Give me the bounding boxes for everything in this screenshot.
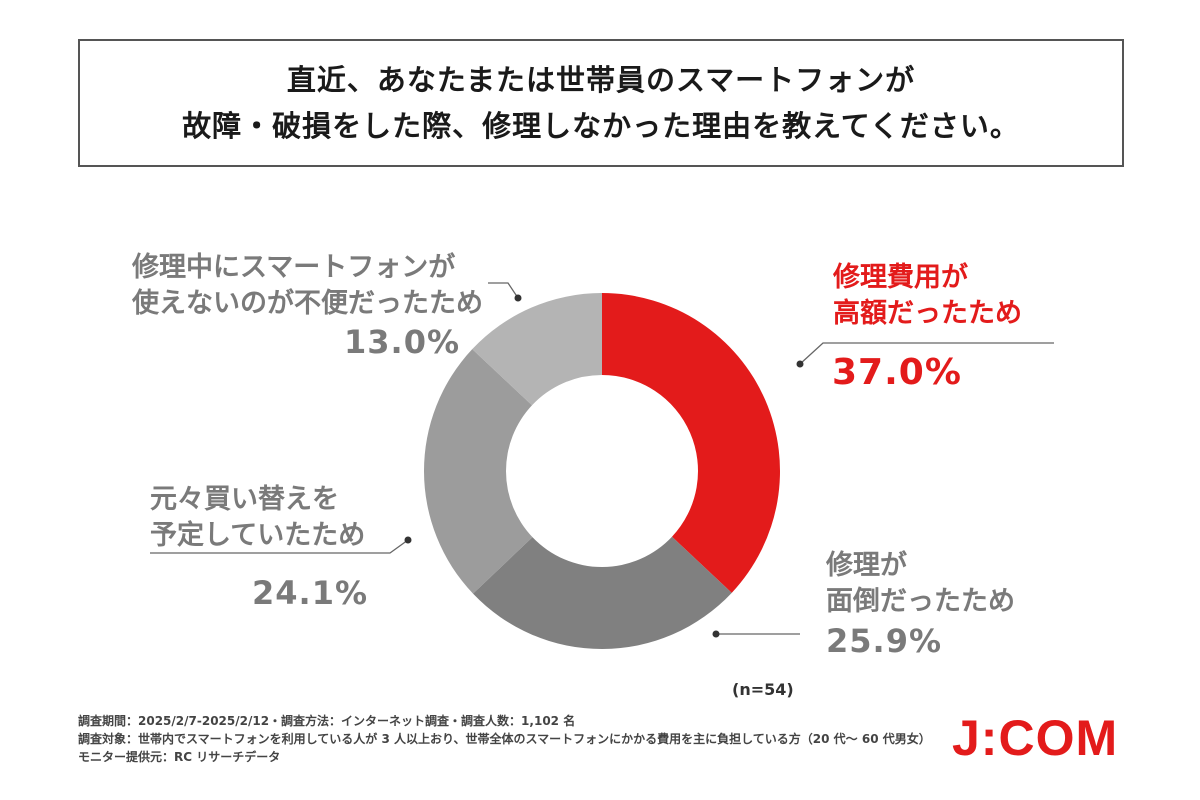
label-inconvenient-line2: 使えないのが不便だったため — [132, 288, 483, 319]
footer-line-2: 調査対象：世帯内でスマートフォンを利用している人が 3 人以上おり、世帯全体のス… — [78, 732, 931, 746]
title-line-2: 故障・破損をした際、修理しなかった理由を教えてください。 — [182, 109, 1020, 143]
leader-inconvenient — [488, 282, 519, 299]
sample-size: (n=54) — [732, 680, 794, 699]
survey-footer: 調査期間：2025/2/7-2025/2/12・調査方法：インターネット調査・調… — [78, 712, 931, 766]
label-troublesome-line2: 面倒だったため — [826, 586, 1015, 617]
footer-line-1: 調査期間：2025/2/7-2025/2/12・調査方法：インターネット調査・調… — [78, 714, 576, 728]
slice-inconvenient — [472, 293, 602, 406]
label-troublesome-line1: 修理が — [826, 550, 907, 581]
leader-lines — [150, 282, 1054, 638]
title-line-1: 直近、あなたまたは世帯員のスマートフォンが — [286, 63, 916, 97]
leader-expensive-dot — [796, 360, 804, 368]
label-expensive-line1: 修理費用が — [833, 262, 968, 293]
label-planned-replacement-line1: 元々買い替えを — [150, 484, 339, 515]
pct-inconvenient: 13.0% — [344, 323, 461, 361]
label-planned-replacement: 元々買い替えを 予定していたため — [150, 482, 365, 554]
label-inconvenient-line1: 修理中にスマートフォンが — [132, 252, 456, 283]
donut-slices — [424, 293, 780, 649]
slice-expensive — [602, 293, 780, 593]
jcom-logo: J:COM — [952, 710, 1119, 766]
label-expensive-line2: 高額だったため — [833, 298, 1022, 329]
slice-troublesome — [473, 536, 732, 649]
footer-line-3: モニター提供元：RC リサーチデータ — [78, 750, 281, 764]
label-planned-replacement-line2: 予定していたため — [150, 520, 366, 551]
pct-planned-replacement: 24.1% — [252, 574, 369, 612]
pct-troublesome: 25.9% — [826, 622, 943, 660]
leader-inconvenient-dot — [514, 294, 522, 302]
label-expensive: 修理費用が 高額だったため — [833, 260, 1022, 332]
label-inconvenient: 修理中にスマートフォンが 使えないのが不便だったため — [132, 250, 483, 322]
label-troublesome: 修理が 面倒だったため — [826, 548, 1015, 620]
question-title-box: 直近、あなたまたは世帯員のスマートフォンが 故障・破損をした際、修理しなかった理… — [78, 39, 1124, 167]
leader-expensive — [799, 342, 1054, 365]
slice-planned-replacement — [424, 349, 533, 594]
leader-planned-replacement-dot — [404, 536, 412, 544]
leader-planned-replacement — [150, 539, 409, 554]
leader-troublesome-dot — [712, 630, 720, 638]
pct-expensive: 37.0% — [832, 352, 962, 393]
